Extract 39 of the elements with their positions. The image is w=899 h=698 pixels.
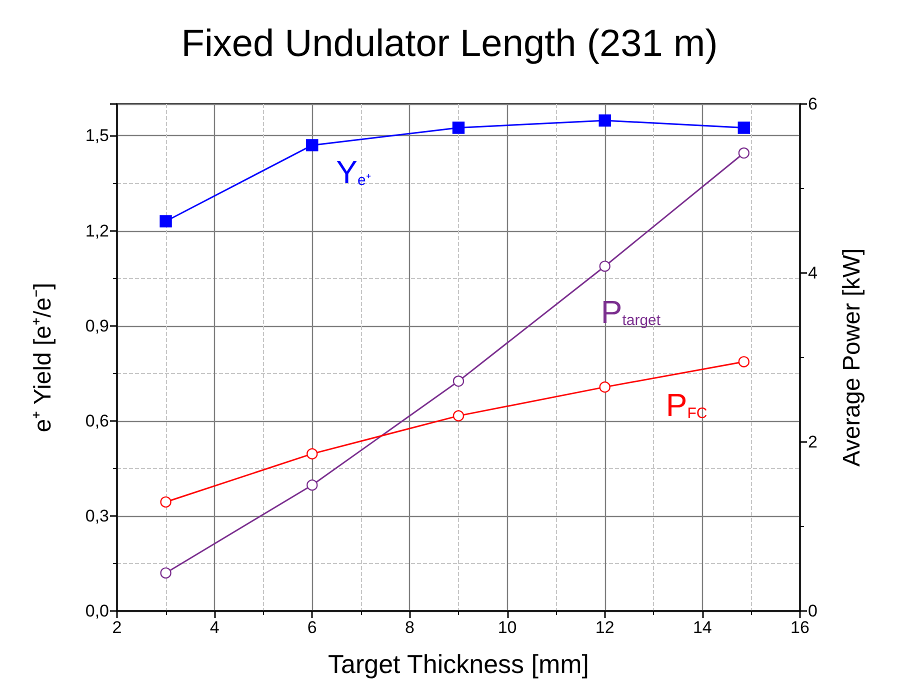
y2-axis-title: Average Power [kW] bbox=[838, 248, 866, 467]
y2-tick-label: 0 bbox=[808, 602, 818, 620]
point bbox=[738, 122, 750, 134]
point bbox=[160, 567, 172, 579]
point bbox=[452, 376, 464, 387]
point bbox=[160, 496, 172, 508]
y-tick-label: 0,6 bbox=[85, 411, 109, 430]
x-tick-label: 4 bbox=[210, 618, 220, 637]
series-label: Ye⁺ bbox=[336, 154, 371, 190]
y2-tick-label: 2 bbox=[808, 432, 818, 452]
y-tick-label: 1,2 bbox=[85, 221, 109, 240]
series-label: PFC bbox=[666, 387, 708, 424]
point bbox=[306, 139, 318, 152]
point bbox=[160, 215, 172, 228]
x-tick-label: 2 bbox=[112, 618, 122, 637]
x-tick-label: 6 bbox=[307, 618, 317, 637]
point bbox=[452, 410, 464, 422]
y2-tick-label: 4 bbox=[808, 264, 818, 282]
x-tick-label: 16 bbox=[790, 618, 810, 637]
x-tick-label: 12 bbox=[595, 618, 614, 637]
chart-title: Fixed Undulator Length (231 m) bbox=[181, 23, 718, 65]
x-axis-title: Target Thickness [mm] bbox=[328, 649, 590, 679]
y-tick-label: 0,0 bbox=[85, 602, 109, 620]
y-axis-title: e⁺ Yield [e⁺/e⁻] bbox=[30, 282, 56, 432]
y-tick-label: 0,3 bbox=[85, 506, 109, 526]
point bbox=[599, 381, 610, 393]
point bbox=[452, 122, 465, 134]
x-tick-label: 14 bbox=[692, 618, 712, 637]
point bbox=[306, 448, 318, 460]
point bbox=[738, 147, 750, 159]
x-tick-label: 8 bbox=[404, 618, 414, 637]
y-tick-label: 0,9 bbox=[85, 316, 109, 336]
point bbox=[599, 260, 610, 272]
y2-tick-label: 6 bbox=[808, 94, 818, 114]
y-tick-label: 1,5 bbox=[85, 126, 109, 146]
point bbox=[306, 479, 318, 491]
point bbox=[738, 356, 750, 368]
point bbox=[598, 114, 611, 127]
x-tick-label: 10 bbox=[498, 618, 517, 637]
